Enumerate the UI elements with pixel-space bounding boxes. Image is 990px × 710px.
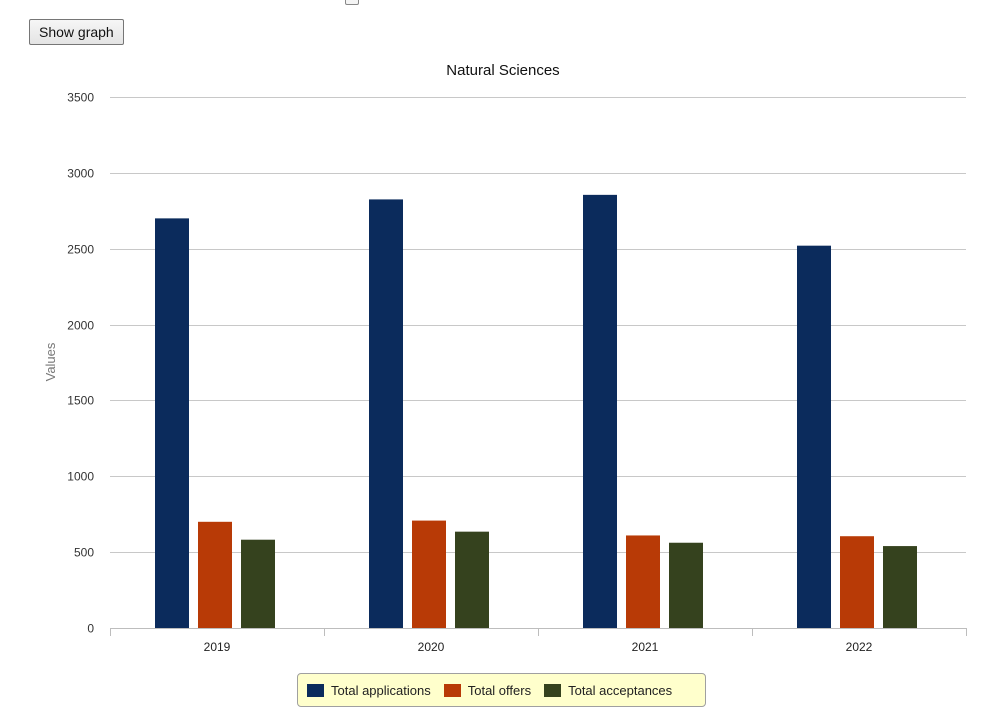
y-tick-label: 3500 — [67, 91, 94, 105]
x-tick-label: 2021 — [632, 640, 659, 654]
legend-label: Total acceptances — [568, 682, 673, 698]
y-axis-label: Values — [43, 342, 58, 381]
legend-label: Total offers — [467, 682, 532, 698]
bars — [155, 194, 917, 628]
bar-total-applications-2021[interactable] — [583, 194, 617, 628]
bar-total-offers-2021[interactable] — [626, 535, 660, 628]
chart-legend: Total applications Total offers Total acce… — [297, 673, 706, 707]
y-tick-label: 0 — [87, 622, 94, 636]
legend-swatch — [307, 683, 324, 697]
axes: 0 500 1000 1500 2000 2500 3000 3500 2019 2020 2021… — [67, 91, 967, 654]
x-tick-label: 2022 — [846, 640, 873, 654]
bar-total-applications-2020[interactable] — [369, 199, 403, 628]
bar-chart: Natural Sciences Values 0 500 1000 1500 2000… — [43, 62, 967, 654]
x-tick-label: 2020 — [418, 640, 445, 654]
grid-lines — [110, 97, 966, 553]
top-checkbox[interactable] — [345, 0, 359, 5]
chart-title: Natural Sciences — [446, 62, 559, 79]
legend-item[interactable]: Total applications — [307, 683, 431, 698]
bar-total-acceptances-2021[interactable] — [669, 542, 703, 628]
bar-total-offers-2022[interactable] — [840, 536, 874, 628]
x-tick-label: 2019 — [204, 640, 231, 654]
bar-total-acceptances-2019[interactable] — [241, 539, 275, 628]
legend-label: Total applications — [331, 682, 431, 698]
legend-item[interactable]: Total acceptances — [544, 683, 672, 698]
legend-swatch — [544, 683, 562, 697]
bar-total-applications-2022[interactable] — [797, 245, 831, 628]
y-tick-label: 1000 — [67, 470, 94, 484]
y-tick-label: 2500 — [67, 243, 94, 257]
bar-total-acceptances-2020[interactable] — [455, 531, 489, 628]
bar-total-acceptances-2022[interactable] — [883, 546, 917, 628]
bar-total-offers-2020[interactable] — [412, 520, 446, 628]
show-graph-button[interactable]: Show graph — [29, 19, 124, 45]
legend-swatch — [443, 683, 461, 697]
y-tick-label: 1500 — [67, 394, 94, 408]
y-tick-label: 3000 — [67, 167, 94, 181]
legend-item[interactable]: Total offers — [443, 682, 532, 698]
bar-total-offers-2019[interactable] — [198, 521, 232, 628]
y-tick-label: 500 — [74, 546, 94, 560]
bar-total-applications-2019[interactable] — [155, 218, 189, 628]
y-tick-label: 2000 — [67, 319, 94, 333]
